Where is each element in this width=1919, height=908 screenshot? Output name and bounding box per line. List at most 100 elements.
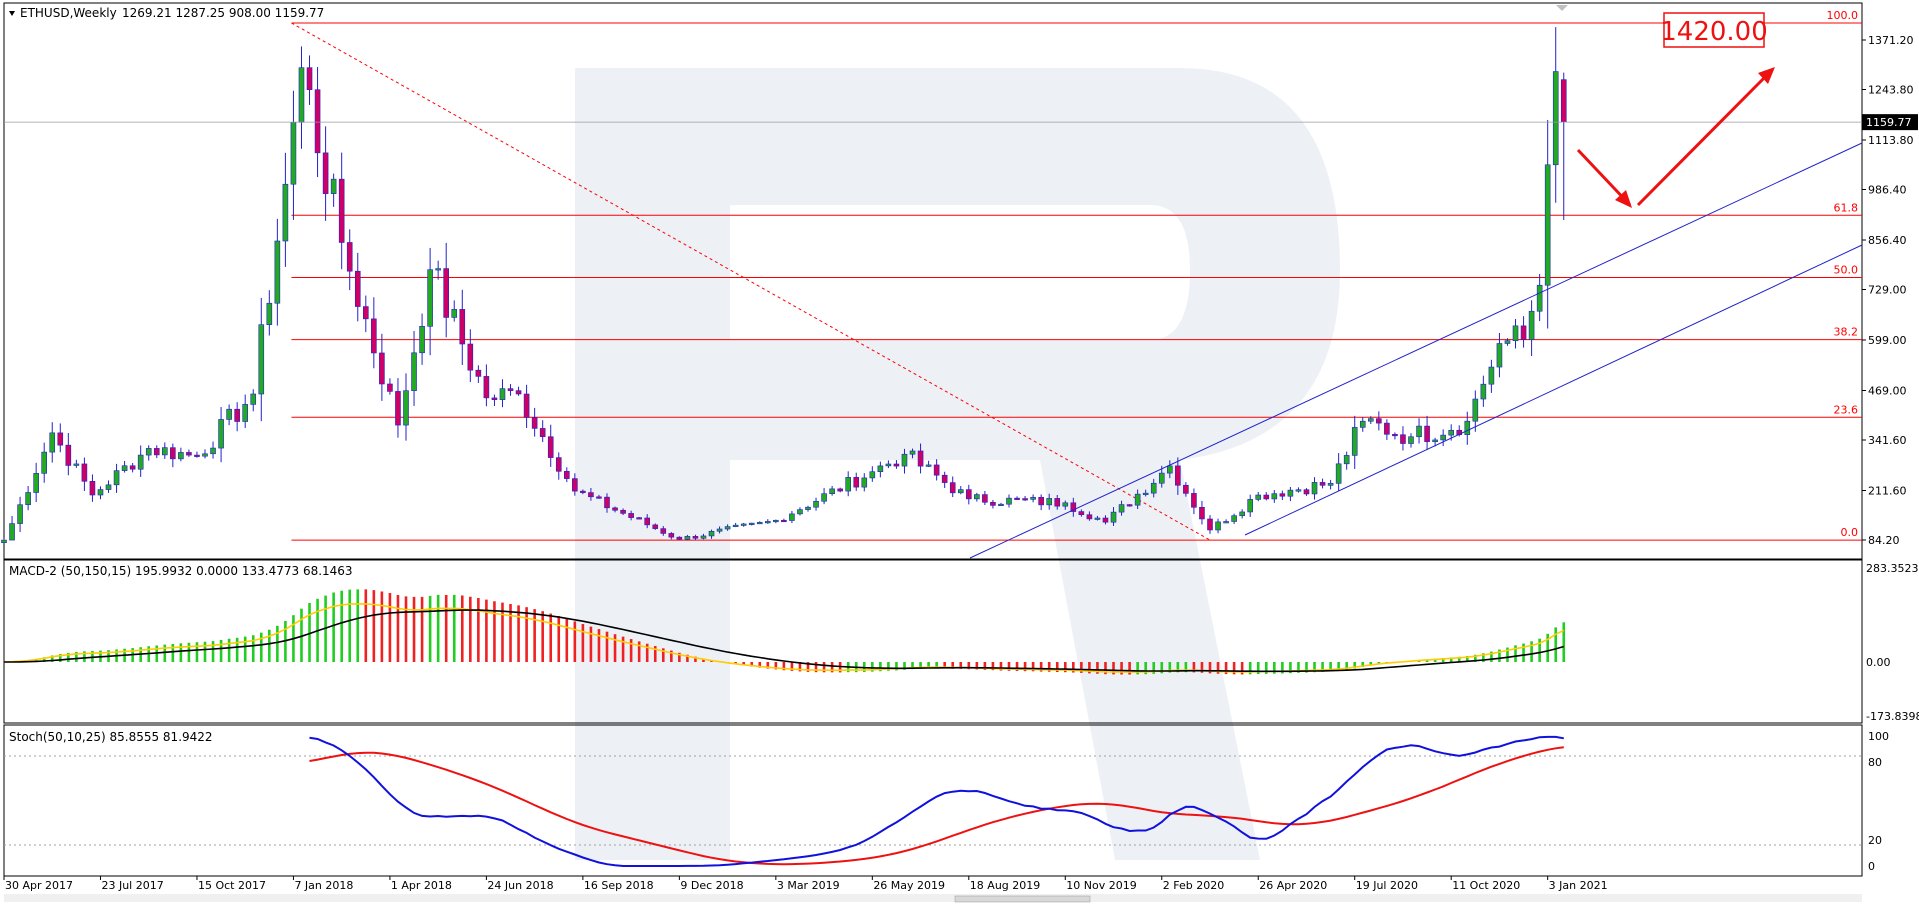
bear-candle	[81, 463, 88, 482]
bull-candle	[1544, 164, 1551, 286]
bear-candle	[362, 306, 369, 320]
bear-candle	[443, 268, 450, 318]
time-label: 24 Jun 2018	[487, 879, 553, 892]
time-label: 11 Oct 2020	[1452, 879, 1520, 892]
time-label: 18 Aug 2019	[970, 879, 1040, 892]
bear-candle	[636, 517, 642, 520]
bear-candle	[1376, 418, 1382, 424]
bear-candle	[1263, 494, 1270, 500]
macd-signal-line	[4, 609, 1565, 673]
bear-candle	[676, 536, 683, 540]
bear-candle	[234, 408, 240, 422]
bear-candle	[531, 417, 538, 429]
bear-candle	[1199, 506, 1205, 520]
bull-candle	[105, 484, 112, 490]
bull-candle	[1343, 455, 1350, 465]
bull-candle	[330, 178, 337, 194]
bull-candle	[202, 453, 208, 457]
stoch-signal-line	[309, 746, 1564, 866]
stoch-label: Stoch(50,10,25) 85.8555 81.9422	[9, 730, 213, 744]
bear-candle	[547, 436, 554, 458]
bear-candle	[475, 369, 482, 377]
time-label: 9 Dec 2018	[680, 879, 743, 892]
bull-candle	[218, 419, 224, 449]
bull-candle	[885, 463, 892, 467]
bear-candle	[1191, 493, 1197, 508]
scroll-thumb[interactable]	[954, 895, 1091, 903]
bull-candle	[1327, 483, 1334, 486]
bull-candle	[1480, 383, 1487, 400]
bear-candle	[965, 489, 972, 500]
bull-candle	[957, 489, 964, 494]
channel-lower-line[interactable]	[1244, 244, 1863, 536]
bull-candle	[764, 521, 771, 524]
bull-candle	[909, 450, 916, 455]
bear-candle	[89, 480, 96, 496]
price-label: 986.40	[1868, 183, 1907, 196]
bear-candle	[620, 509, 626, 514]
bear-candle	[459, 309, 466, 345]
macd-pane	[3, 559, 1863, 724]
time-label: 7 Jan 2018	[294, 879, 353, 892]
bull-candle	[877, 465, 884, 473]
bull-candle	[1062, 502, 1069, 507]
bull-candle	[773, 519, 779, 523]
bear-candle	[644, 517, 651, 526]
bull-candle	[499, 388, 506, 400]
arrowhead-icon	[1615, 190, 1632, 208]
bear-candle	[153, 448, 160, 456]
bear-candle	[322, 152, 329, 194]
target-price-box[interactable]	[1663, 12, 1765, 48]
bear-candle	[572, 478, 578, 492]
collapse-triangle-icon[interactable]	[9, 11, 15, 16]
bull-candle	[1223, 521, 1229, 524]
bull-candle	[724, 526, 731, 530]
bull-candle	[1006, 497, 1012, 505]
bull-candle	[1, 539, 7, 543]
bear-candle	[949, 482, 956, 494]
price-label: 729.00	[1868, 283, 1907, 296]
stoch-scale-label: 0	[1868, 860, 1875, 873]
bull-candle	[137, 454, 144, 470]
bull-candle	[1351, 427, 1358, 456]
bear-candle	[853, 477, 860, 488]
bull-candle	[1167, 465, 1173, 474]
bull-candle	[266, 302, 273, 325]
bull-candle	[419, 325, 425, 354]
bull-candle	[113, 470, 120, 486]
bear-candle	[65, 444, 72, 466]
current-price-badge	[1862, 114, 1918, 131]
fib-level-label: 100.0	[1827, 9, 1859, 22]
bull-candle	[1094, 517, 1101, 520]
current-price-text: 1159.77	[1866, 116, 1912, 129]
bear-candle	[1054, 498, 1061, 507]
bear-candle	[371, 318, 377, 354]
bear-candle	[941, 474, 948, 483]
bull-candle	[1448, 429, 1454, 436]
bull-candle	[49, 432, 56, 453]
channel-upper-line[interactable]	[969, 142, 1863, 559]
bear-candle	[338, 178, 345, 243]
price-label: 341.60	[1868, 434, 1907, 447]
price-label: 469.00	[1868, 385, 1907, 398]
bull-candle	[121, 465, 128, 471]
bull-candle	[861, 477, 868, 488]
bull-candle	[1496, 343, 1503, 368]
time-label: 23 Jul 2017	[101, 879, 163, 892]
time-label: 30 Apr 2017	[5, 879, 73, 892]
time-scroll-area[interactable]	[4, 894, 1862, 902]
bull-candle	[1110, 511, 1117, 523]
bear-candle	[186, 452, 192, 456]
main-pane	[3, 2, 1863, 560]
fib-trend-line[interactable]	[291, 22, 1211, 541]
forecast-up-arrow[interactable]	[1636, 70, 1772, 207]
bull-candle	[805, 506, 811, 510]
time-label: 19 Jul 2020	[1356, 879, 1418, 892]
bear-candle	[1102, 517, 1109, 523]
bull-candle	[748, 522, 755, 525]
macd-scale-label: 0.00	[1866, 656, 1891, 669]
bull-candle	[33, 473, 39, 493]
bear-candle	[1424, 425, 1430, 442]
watermark-logo	[575, 68, 1340, 860]
